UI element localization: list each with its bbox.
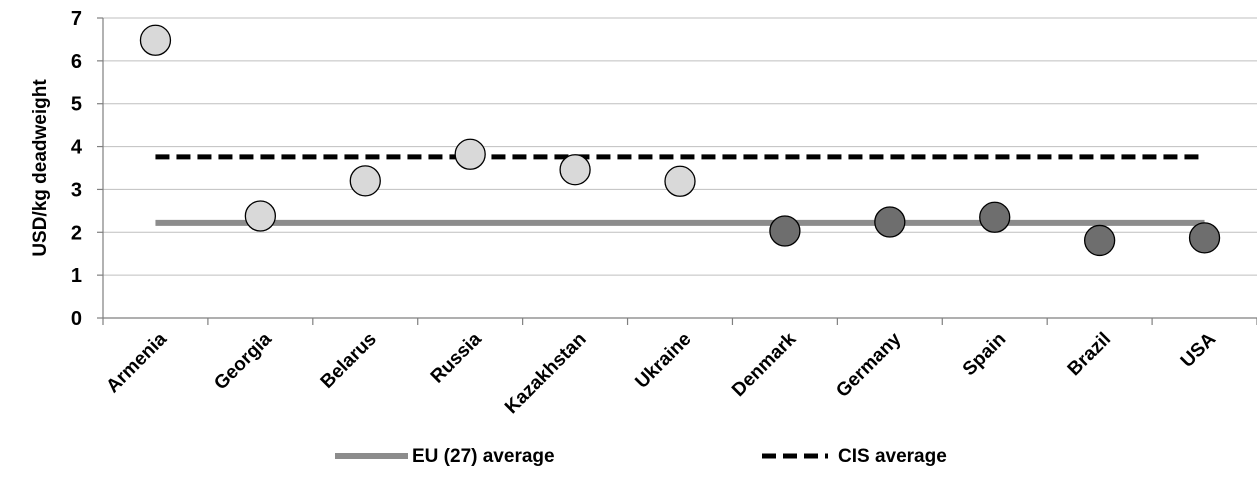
x-category-label: Belarus xyxy=(317,329,381,393)
x-category-label: Georgia xyxy=(210,328,276,394)
data-point xyxy=(349,165,381,197)
x-category-label: Russia xyxy=(427,328,486,387)
x-category-label: Denmark xyxy=(728,328,801,401)
data-point xyxy=(769,215,801,247)
data-point xyxy=(454,138,486,170)
x-category-label: Armenia xyxy=(102,328,171,397)
y-tick-label: 3 xyxy=(71,179,82,201)
data-point xyxy=(664,165,696,197)
data-point xyxy=(1083,224,1116,257)
y-tick-label: 7 xyxy=(71,8,82,30)
y-tick-label: 5 xyxy=(71,94,82,116)
x-category-label: Germany xyxy=(832,328,905,401)
x-category-label: Kazakhstan xyxy=(501,329,591,419)
legend-eu-label: EU (27) average xyxy=(412,446,555,467)
data-point xyxy=(874,206,906,238)
y-tick-label: 2 xyxy=(71,222,82,244)
data-point xyxy=(244,200,277,232)
data-point xyxy=(979,201,1011,233)
data-point xyxy=(559,154,591,186)
y-axis-title: USD/kg deadweight xyxy=(30,79,51,257)
y-tick-label: 6 xyxy=(71,51,82,73)
y-tick-label: 4 xyxy=(71,137,83,159)
x-category-label: Spain xyxy=(959,329,1010,380)
x-category-label: USA xyxy=(1177,328,1220,371)
data-point xyxy=(139,24,172,56)
y-tick-label: 1 xyxy=(71,265,82,287)
x-category-label: Ukraine xyxy=(631,329,695,393)
legend-cis-label: CIS average xyxy=(838,446,947,467)
data-point xyxy=(1188,222,1221,254)
x-category-label: Brazil xyxy=(1064,329,1115,380)
y-tick-label: 0 xyxy=(71,308,82,330)
